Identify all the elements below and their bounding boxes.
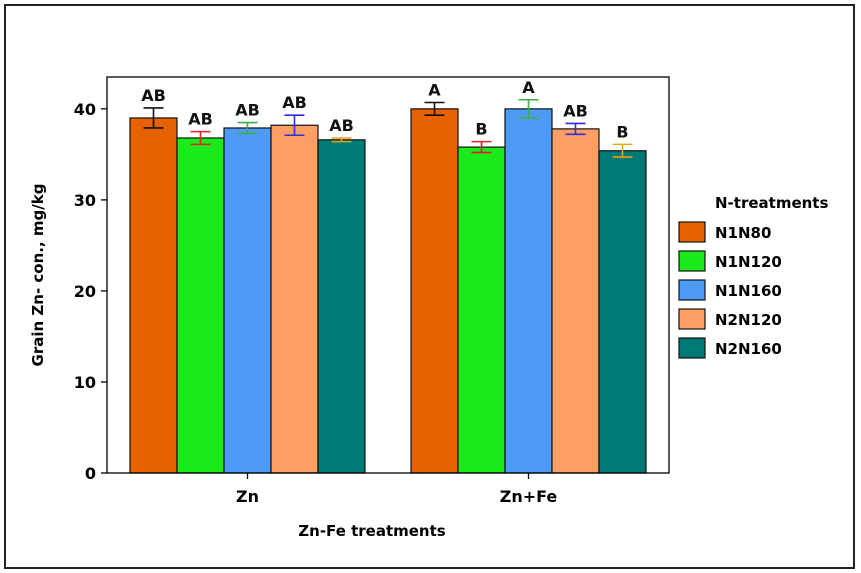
legend-swatch-N1N80 — [678, 221, 706, 243]
significance-label-N2N160-Zn: AB — [329, 116, 354, 135]
error-bar-N2N160-Zn+Fe — [612, 143, 633, 158]
error-bar-N1N120-Zn — [190, 130, 211, 146]
significance-label-N2N120-Zn: AB — [282, 93, 307, 112]
significance-label-N2N160-Zn+Fe: B — [616, 122, 628, 141]
legend-label-N2N160: N2N160 — [715, 340, 782, 358]
error-bar-N1N80-Zn — [143, 107, 164, 129]
error-bar-N2N120-Zn — [284, 114, 305, 137]
error-bar-N2N120-Zn+Fe — [565, 122, 586, 136]
x-axis: Zn Zn+Fe — [236, 473, 557, 506]
legend-swatch-N1N160 — [678, 279, 706, 301]
legend: N-treatments N1N80 N1N120 N1N160 N2N120 N2N1… — [678, 194, 828, 359]
legend-label-N2N120: N2N120 — [715, 311, 782, 329]
x-tick-label-1: Zn+Fe — [500, 487, 558, 506]
y-tick-label-3: 30 — [74, 191, 96, 210]
bar-N2N120-Zn — [270, 124, 319, 474]
significance-label-N1N80-Zn+Fe: A — [428, 80, 441, 99]
bar-N2N120-Zn+Fe — [551, 128, 600, 474]
bar-N2N160-Zn+Fe — [598, 150, 647, 474]
bar-N1N80-Zn+Fe — [410, 108, 459, 474]
legend-swatch-N2N160 — [678, 337, 706, 359]
error-bar-N1N120-Zn+Fe — [471, 140, 492, 154]
legend-swatch-N1N120 — [678, 250, 706, 272]
error-bar-N1N80-Zn+Fe — [424, 101, 445, 117]
legend-label-N1N80: N1N80 — [715, 224, 771, 242]
significance-label-N1N160-Zn+Fe: A — [522, 78, 535, 97]
legend-label-N1N160: N1N160 — [715, 282, 782, 300]
legend-label-N1N120: N1N120 — [715, 253, 782, 271]
x-tick-label-0: Zn — [236, 487, 259, 506]
significance-label-N1N120-Zn: AB — [188, 110, 213, 129]
significance-label-N1N80-Zn: AB — [141, 86, 166, 105]
bar-N1N120-Zn — [176, 137, 225, 474]
x-axis-title: Zn-Fe treatments — [298, 522, 446, 540]
bar-N1N80-Zn — [129, 117, 178, 474]
error-bar-N1N160-Zn+Fe — [518, 98, 539, 119]
bar-N1N160-Zn+Fe — [504, 108, 553, 474]
y-axis: 0 10 20 30 40 — [74, 100, 107, 483]
plot-panel-border — [106, 76, 670, 474]
significance-label-N1N120-Zn+Fe: B — [475, 120, 487, 139]
significance-label-N2N120-Zn+Fe: AB — [563, 101, 588, 120]
error-bar-N2N160-Zn — [331, 137, 352, 143]
error-bar-N1N160-Zn — [237, 121, 258, 135]
significance-label-N1N160-Zn: AB — [235, 101, 260, 120]
y-axis-title: Grain Zn- con., mg/kg — [29, 184, 47, 367]
bars-layer — [129, 108, 647, 474]
legend-swatch-N2N120 — [678, 308, 706, 330]
y-tick-label-2: 20 — [74, 282, 96, 301]
error-bars-layer — [143, 98, 633, 158]
y-tick-label-4: 40 — [74, 100, 96, 119]
y-tick-label-1: 10 — [74, 373, 96, 392]
y-tick-label-0: 0 — [85, 464, 96, 483]
legend-title: N-treatments — [715, 194, 828, 212]
bar-N1N120-Zn+Fe — [457, 146, 506, 474]
bar-N1N160-Zn — [223, 127, 272, 474]
bar-N2N160-Zn — [317, 139, 366, 474]
